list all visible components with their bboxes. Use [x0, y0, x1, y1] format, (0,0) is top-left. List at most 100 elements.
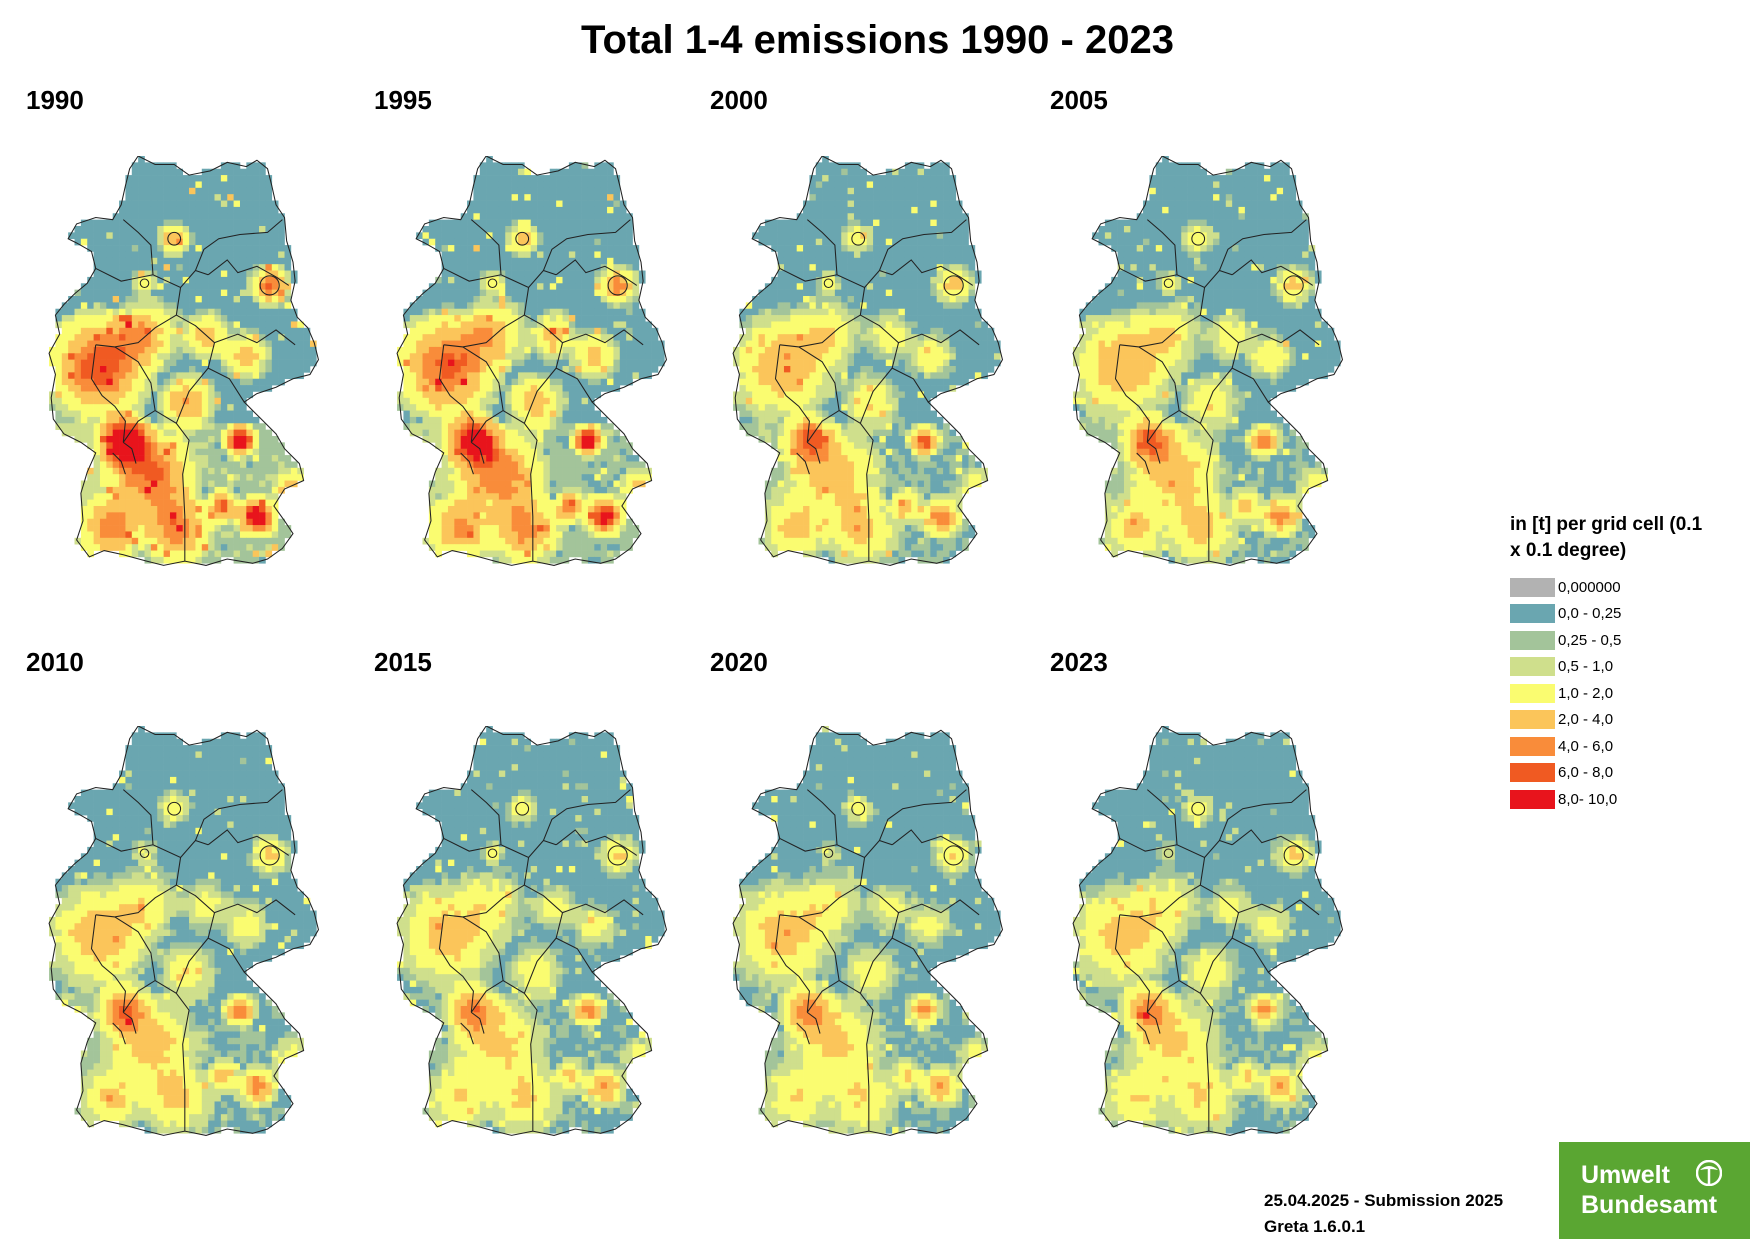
state-border — [1114, 344, 1150, 443]
state-border — [443, 267, 557, 289]
state-border — [542, 789, 631, 841]
page-title: Total 1-4 emissions 1990 - 2023 — [581, 18, 1174, 62]
city-state-border — [167, 231, 182, 246]
state-border — [176, 884, 216, 939]
legend-label: 0,0 - 0,25 — [1558, 605, 1622, 623]
state-border — [555, 829, 638, 856]
city-state-border — [487, 278, 498, 289]
panel-year-label: 1995 — [374, 85, 432, 115]
state-border — [806, 789, 838, 845]
state-border — [95, 837, 209, 859]
state-border — [1199, 367, 1233, 424]
grid-cells — [1073, 726, 1341, 1134]
legend-item: 6,0 - 8,0 — [1510, 760, 1710, 787]
legend-title: in [t] per grid cell (0.1 x 0.1 degree) — [1510, 514, 1703, 561]
state-border — [443, 837, 557, 859]
legend-swatch — [1510, 736, 1555, 756]
grid-cells — [733, 156, 1001, 564]
state-border — [122, 219, 154, 275]
panel-year-label: 1990 — [26, 85, 84, 115]
city-state-border — [607, 845, 628, 866]
logo-text-bundesamt: Bundesamt — [1581, 1191, 1718, 1219]
country-border — [48, 726, 320, 1136]
city-state-border — [259, 845, 280, 866]
legend-swatch — [1510, 789, 1555, 809]
emission-map-2020 — [732, 726, 1004, 1136]
state-border — [555, 367, 593, 403]
legend-label: 0,000000 — [1558, 578, 1621, 596]
state-border — [1200, 884, 1240, 939]
state-border — [1146, 219, 1178, 275]
state-border — [176, 314, 216, 369]
legend-swatch — [1510, 657, 1555, 677]
legend-item: 2,0 - 4,0 — [1510, 707, 1710, 734]
emission-map-2023 — [1072, 726, 1344, 1136]
legend-item: 0,25 - 0,5 — [1510, 627, 1710, 654]
state-border — [878, 219, 967, 271]
state-border — [806, 441, 821, 464]
state-border — [796, 452, 810, 475]
submission-date: 25.04.2025 - Submission 2025 — [1264, 1191, 1504, 1210]
city-state-border — [487, 848, 498, 859]
state-border — [95, 267, 209, 289]
state-border — [112, 452, 126, 475]
state-border — [806, 219, 838, 275]
state-border — [214, 899, 296, 916]
city-state-border — [139, 278, 150, 289]
state-border — [95, 857, 182, 918]
city-state-border — [607, 275, 628, 296]
city-state-border — [139, 848, 150, 859]
state-border — [1218, 219, 1307, 271]
city-state-border — [1163, 278, 1174, 289]
state-border — [860, 884, 900, 939]
city-state-border — [1283, 275, 1304, 296]
state-border — [90, 344, 126, 443]
country-border — [732, 726, 1004, 1136]
state-border — [1178, 410, 1214, 562]
state-border — [1146, 1011, 1161, 1034]
state-border — [470, 1011, 485, 1034]
state-border — [806, 1011, 821, 1034]
state-border — [523, 937, 557, 994]
state-border — [1231, 259, 1314, 286]
legend-items: 0,000000 0,0 - 0,25 0,25 - 0,5 0,5 - 1,0 1,0… — [1510, 574, 1710, 813]
state-border — [1119, 857, 1206, 918]
state-border — [1114, 914, 1150, 1013]
state-border — [438, 344, 474, 443]
state-border — [838, 980, 874, 1132]
state-border — [1238, 329, 1320, 346]
grid-cells — [397, 726, 665, 1134]
state-border — [891, 937, 929, 973]
panel-year-label: 2023 — [1050, 647, 1108, 677]
state-border — [898, 329, 980, 346]
state-border — [207, 259, 290, 286]
state-border — [175, 937, 209, 994]
legend-item: 1,0 - 2,0 — [1510, 680, 1710, 707]
state-border — [1138, 916, 1180, 1013]
state-border — [438, 914, 474, 1013]
state-border — [122, 789, 154, 845]
legend-swatch — [1510, 763, 1555, 783]
city-state-border — [259, 275, 280, 296]
emission-map-2005 — [1072, 156, 1344, 566]
city-state-border — [851, 801, 866, 816]
greta-version: Greta 1.6.0.1 — [1264, 1217, 1366, 1236]
state-border — [774, 344, 810, 443]
logo-text-umwelt: Umwelt — [1581, 1161, 1670, 1189]
state-border — [1136, 452, 1150, 475]
state-border — [462, 346, 504, 443]
state-border — [502, 410, 538, 562]
state-border — [1119, 837, 1233, 859]
state-border — [443, 857, 530, 918]
state-border — [524, 884, 564, 939]
state-border — [779, 857, 866, 918]
legend-item: 0,0 - 0,25 — [1510, 601, 1710, 628]
city-state-border — [1163, 848, 1174, 859]
panel-year-label: 2010 — [26, 647, 84, 677]
country-border — [1072, 726, 1344, 1136]
legend-label: 0,5 - 1,0 — [1558, 658, 1614, 676]
state-border — [798, 346, 840, 443]
city-state-border — [943, 275, 964, 296]
legend-label: 0,25 - 0,5 — [1558, 631, 1622, 649]
state-border — [114, 346, 156, 443]
